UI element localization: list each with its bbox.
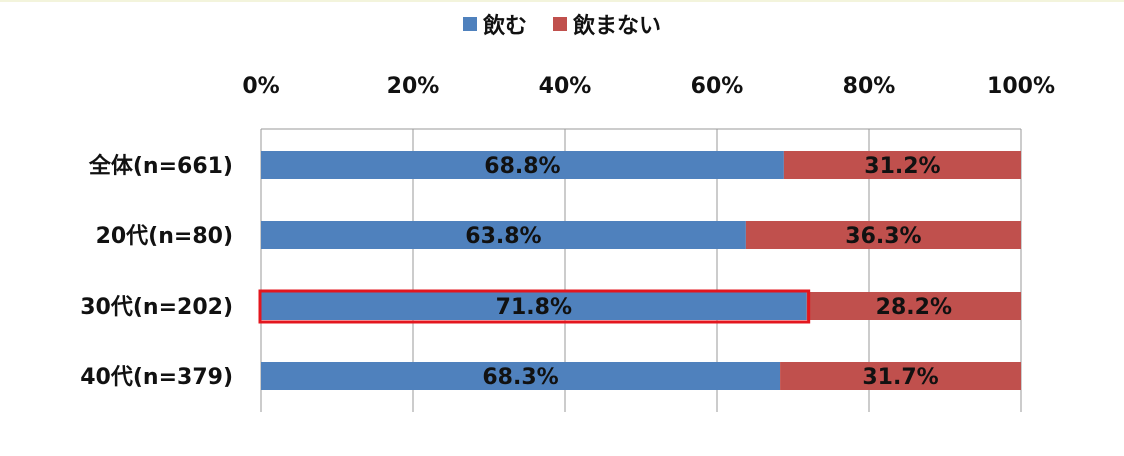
legend: 飲む 飲まない xyxy=(0,8,1124,40)
data-label: 71.8% xyxy=(496,295,572,320)
highlight-box xyxy=(258,289,811,324)
category-label: 全体(n=661) xyxy=(88,153,233,179)
data-label: 28.2% xyxy=(876,295,952,320)
bar-segment xyxy=(806,292,1021,320)
x-tick-label: 20% xyxy=(387,74,440,99)
bar-segment xyxy=(780,362,1021,390)
x-tick-label: 100% xyxy=(987,74,1055,99)
x-tick-label: 0% xyxy=(242,74,279,99)
bar-segment xyxy=(261,362,781,390)
data-label: 68.8% xyxy=(484,154,560,179)
bar-segment xyxy=(261,292,807,320)
data-label: 31.7% xyxy=(862,365,938,390)
category-label: 40代(n=379) xyxy=(80,365,233,390)
data-label: 36.3% xyxy=(845,224,921,249)
bar-segment xyxy=(783,151,1021,179)
category-label: 30代(n=202) xyxy=(80,295,233,320)
x-tick-label: 60% xyxy=(691,74,744,99)
data-label: 31.2% xyxy=(864,154,940,179)
legend-swatch-drink xyxy=(462,17,477,31)
bar-segment xyxy=(745,221,1021,249)
x-tick-label: 80% xyxy=(843,74,896,99)
bar-segment xyxy=(261,221,746,249)
legend-label-not-drink: 飲まない xyxy=(573,14,662,39)
bar-segment xyxy=(261,151,784,179)
x-tick-label: 40% xyxy=(539,74,592,99)
data-label: 63.8% xyxy=(465,224,541,249)
legend-item-drink: 飲む xyxy=(462,8,527,40)
data-label: 68.3% xyxy=(482,365,558,390)
legend-swatch-not-drink xyxy=(553,17,567,31)
legend-label-drink: 飲む xyxy=(482,14,527,39)
legend-item-not-drink: 飲まない xyxy=(553,8,661,40)
category-label: 20代(n=80) xyxy=(96,224,233,249)
